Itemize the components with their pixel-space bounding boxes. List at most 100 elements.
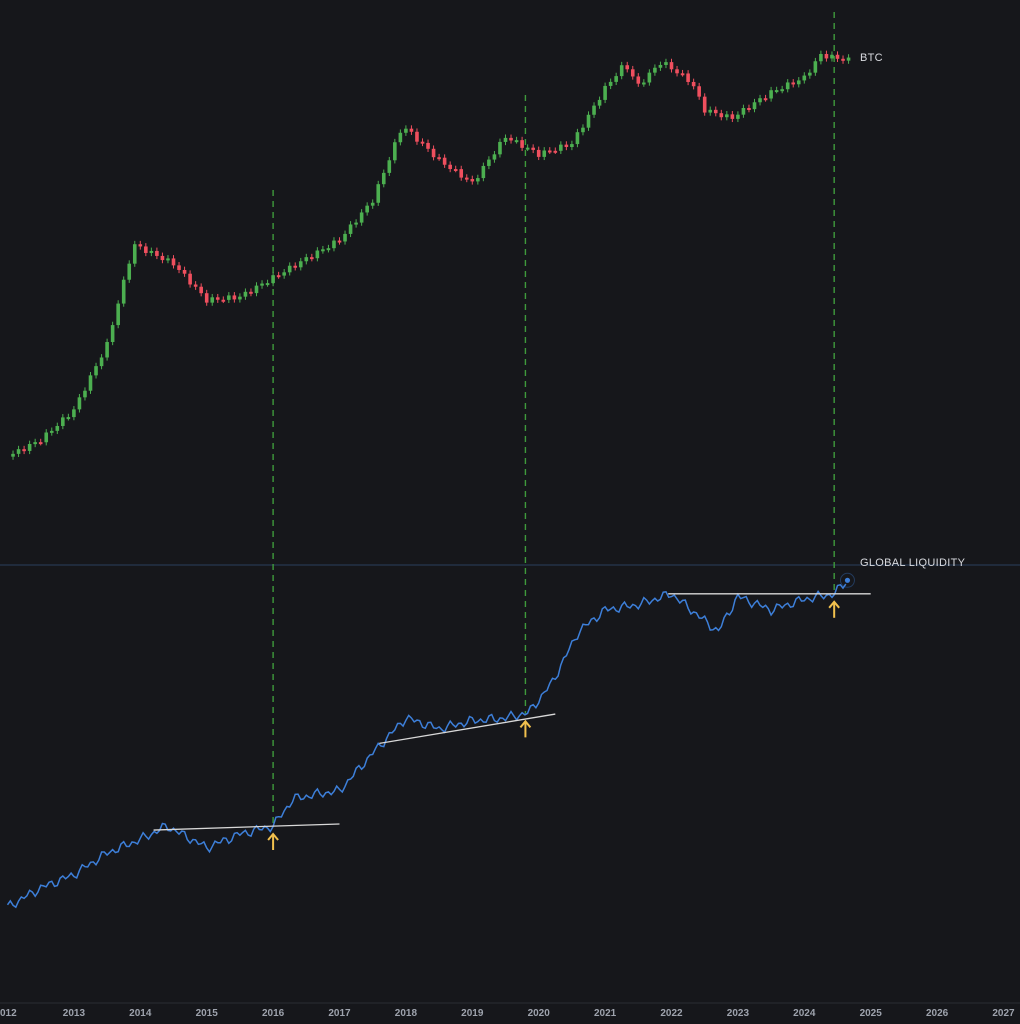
candle [669,58,674,73]
candle [736,111,740,123]
trend-line [153,823,340,831]
candle [509,134,513,144]
candle [487,156,491,170]
candle [520,136,524,151]
breakout-arrow [828,600,840,618]
candle [608,78,613,90]
candle [586,111,591,131]
candle [841,55,845,64]
candle [619,61,624,80]
candle [802,72,807,84]
candle [741,104,746,118]
candle [381,169,386,188]
candle [691,78,696,90]
candle [730,111,735,123]
candle [547,147,552,154]
x-tick-label: 2017 [328,1008,351,1019]
breakout-arrow [519,719,532,738]
candle [387,156,392,177]
candle [846,54,851,64]
candle [160,252,165,264]
x-tick-label: 2019 [461,1008,484,1019]
candle [725,111,729,121]
candle [536,146,541,161]
candle [55,422,60,435]
candle [11,450,15,460]
x-tick-label: 2023 [727,1008,750,1019]
candle [232,292,237,303]
x-tick-label: 2020 [528,1008,551,1019]
candle [132,240,137,267]
candle [752,98,757,113]
trend-lines [153,593,871,831]
liquidity-line [6,583,847,909]
candle [88,372,93,394]
x-tick-label: 2025 [860,1008,883,1019]
candle [227,292,231,304]
candle [708,106,713,116]
x-tick-label: 2022 [660,1008,683,1019]
candle [675,65,679,77]
candle [72,406,76,421]
candle [321,245,325,254]
candle [276,271,281,279]
x-tick-label: 2014 [129,1008,152,1019]
candle [431,145,436,161]
candle [415,128,419,145]
candle [337,237,342,245]
x-tick-label: 2015 [196,1008,219,1019]
candle [625,61,630,73]
candle [514,136,519,144]
candle [166,255,170,264]
candle [304,253,309,265]
btc-series-label: BTC [860,52,883,64]
candle [581,124,585,136]
candle [254,282,259,297]
candle [459,165,464,181]
candle [116,300,120,329]
candle [359,209,364,226]
liquidity-series-label: GLOBAL LIQUIDITY [860,557,966,569]
x-tick-label: 2018 [395,1008,418,1019]
x-tick-label: 2027 [992,1008,1015,1019]
candle [575,128,580,148]
candle [492,150,497,163]
candle [686,70,690,86]
candle [155,247,159,260]
candle [498,138,502,158]
trend-line [379,713,556,745]
candle [409,125,414,135]
candle [503,134,508,146]
candle [542,147,547,161]
x-tick-label: 2013 [63,1008,86,1019]
candle [636,73,641,87]
x-tick-label: 2021 [594,1008,617,1019]
candle [177,262,181,274]
candle [343,230,347,245]
candle [27,440,32,455]
candle [365,202,369,216]
candle [758,94,762,106]
candle [819,50,823,65]
candle [149,247,154,257]
candle [61,414,65,430]
candle [199,283,203,297]
candle [393,138,397,164]
candle [481,162,486,182]
candle [614,72,618,86]
x-axis-ticks: 012 2013 2014 2015 2016 2017 2018 2019 2020 2021 2… [0,1008,1015,1019]
candle [719,109,724,121]
candle [647,69,652,86]
candle [22,445,26,455]
liquidity-line-layer [6,572,855,909]
candle [774,86,779,94]
candle [769,86,773,102]
candle [83,387,87,401]
candle [592,102,596,118]
candle [464,174,469,183]
dashed-marker-lines [272,12,835,826]
candle [33,438,37,448]
candle [221,296,226,304]
candle [642,79,646,87]
candle [38,438,43,446]
